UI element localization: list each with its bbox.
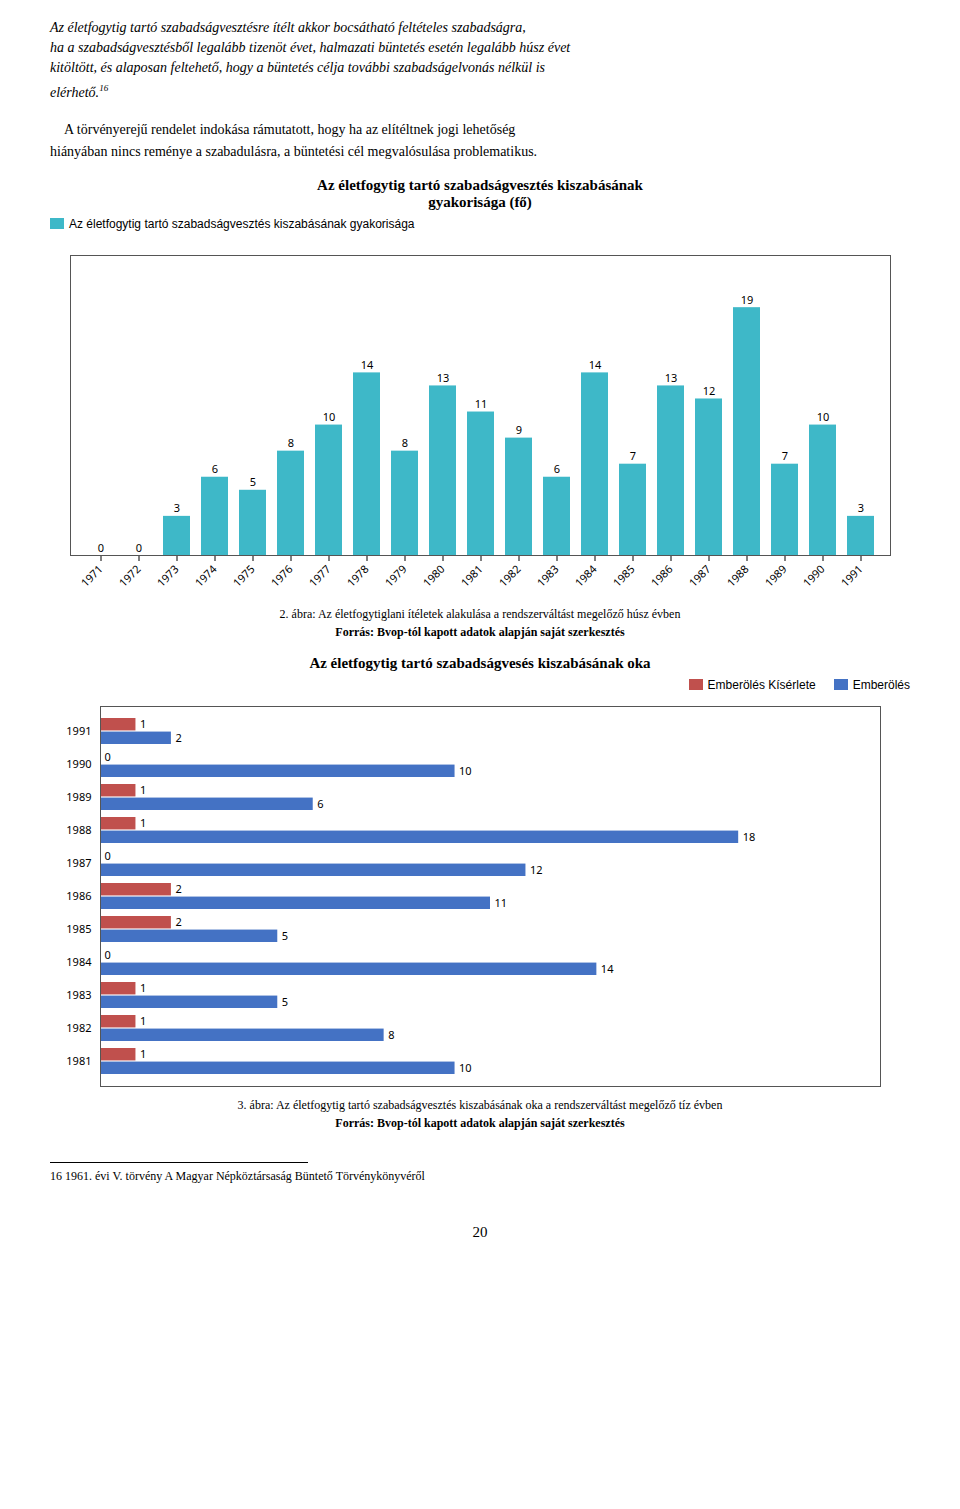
svg-text:13: 13 xyxy=(665,370,678,385)
svg-text:1978: 1978 xyxy=(343,561,371,589)
html-text:kitöltött, és alaposan feltehe: kitöltött, és alaposan feltehető, hogy a… xyxy=(50,60,545,75)
svg-text:1989: 1989 xyxy=(761,561,789,589)
svg-text:5: 5 xyxy=(282,927,288,942)
svg-text:14: 14 xyxy=(589,357,602,372)
svg-text:1: 1 xyxy=(140,782,146,797)
svg-text:1980: 1980 xyxy=(419,561,447,589)
svg-text:11: 11 xyxy=(495,894,508,909)
html-text:20: 20 xyxy=(472,1223,488,1240)
svg-text:1: 1 xyxy=(140,980,146,995)
html-text:Emberölés: Emberölés xyxy=(852,677,910,692)
svg-text:2: 2 xyxy=(175,729,181,744)
html-text:hiányában nincs reménye a szab: hiányában nincs reménye a szabadulásra, … xyxy=(50,143,538,159)
svg-text:10: 10 xyxy=(817,409,830,424)
html-text:elérhető.16: elérhető.16 xyxy=(50,83,109,100)
html-text:3. ábra: Az életfogytig tartó: 3. ábra: Az életfogytig tartó szabadságv… xyxy=(237,1097,723,1112)
svg-text:8: 8 xyxy=(288,435,294,450)
svg-text:9: 9 xyxy=(516,422,522,437)
svg-text:1991: 1991 xyxy=(66,723,91,738)
svg-text:12: 12 xyxy=(703,383,716,398)
svg-text:10: 10 xyxy=(459,1059,472,1074)
svg-text:5: 5 xyxy=(250,474,256,489)
svg-text:6: 6 xyxy=(317,795,323,810)
svg-text:7: 7 xyxy=(782,448,788,463)
svg-text:1985: 1985 xyxy=(609,561,637,589)
svg-text:1982: 1982 xyxy=(495,561,523,589)
html-text:2. ábra: Az életfogytiglani ít: 2. ábra: Az életfogytiglani ítéletek ala… xyxy=(279,606,681,621)
svg-text:13: 13 xyxy=(437,370,450,385)
svg-text:1975: 1975 xyxy=(229,561,257,589)
svg-text:1984: 1984 xyxy=(66,954,92,969)
svg-text:10: 10 xyxy=(323,409,336,424)
svg-text:3: 3 xyxy=(174,500,180,515)
svg-text:1990: 1990 xyxy=(799,561,827,589)
html-text:A törvényerejű rendelet indoká: A törvényerejű rendelet indokása rámutat… xyxy=(50,121,516,137)
svg-text:0: 0 xyxy=(105,947,111,962)
svg-text:1986: 1986 xyxy=(647,561,675,589)
svg-text:8: 8 xyxy=(402,435,408,450)
svg-text:12: 12 xyxy=(530,861,543,876)
html-text:Forrás: Bvop-tól kapott adatok: Forrás: Bvop-tól kapott adatok alapján s… xyxy=(335,1115,625,1130)
html-text:Emberölés Kísérlete: Emberölés Kísérlete xyxy=(707,677,816,692)
svg-text:3: 3 xyxy=(858,500,864,515)
svg-text:1983: 1983 xyxy=(533,561,561,589)
svg-text:0: 0 xyxy=(136,539,142,554)
svg-text:1981: 1981 xyxy=(457,561,485,589)
svg-text:1979: 1979 xyxy=(381,561,409,589)
html-text:ha a szabadságvesztésből legal: ha a szabadságvesztésből legalább tizenö… xyxy=(50,40,571,55)
html-text:16 1961. évi V. törvény A Magy: 16 1961. évi V. törvény A Magyar Népközt… xyxy=(50,1168,425,1183)
svg-text:1988: 1988 xyxy=(66,822,91,837)
svg-text:10: 10 xyxy=(459,762,472,777)
svg-text:18: 18 xyxy=(743,828,756,843)
svg-text:1977: 1977 xyxy=(305,561,333,589)
svg-text:6: 6 xyxy=(554,461,560,476)
svg-text:1981: 1981 xyxy=(66,1053,91,1068)
svg-text:1973: 1973 xyxy=(153,561,181,589)
svg-text:1976: 1976 xyxy=(267,561,295,589)
svg-text:1989: 1989 xyxy=(66,789,91,804)
svg-text:1987: 1987 xyxy=(685,561,713,589)
svg-text:1984: 1984 xyxy=(571,560,600,589)
svg-text:11: 11 xyxy=(475,396,488,411)
html-text:Forrás: Bvop-tól kapott adatok: Forrás: Bvop-tól kapott adatok alapján s… xyxy=(335,624,625,639)
svg-text:14: 14 xyxy=(601,960,614,975)
svg-text:1983: 1983 xyxy=(66,987,91,1002)
svg-text:1: 1 xyxy=(140,815,146,830)
svg-text:0: 0 xyxy=(105,848,111,863)
svg-text:1974: 1974 xyxy=(191,560,220,589)
svg-text:5: 5 xyxy=(282,993,288,1008)
svg-text:0: 0 xyxy=(105,749,111,764)
svg-text:1971: 1971 xyxy=(77,561,105,589)
svg-text:1: 1 xyxy=(140,716,146,731)
svg-text:1982: 1982 xyxy=(66,1020,91,1035)
svg-text:1988: 1988 xyxy=(723,561,751,589)
svg-text:7: 7 xyxy=(630,448,636,463)
svg-text:8: 8 xyxy=(388,1026,394,1041)
svg-text:2: 2 xyxy=(175,914,181,929)
html-text:Az életfogytig tartó szabadság: Az életfogytig tartó szabadságvesés kisz… xyxy=(309,654,651,671)
svg-text:1972: 1972 xyxy=(115,561,143,589)
svg-text:1985: 1985 xyxy=(66,921,91,936)
svg-text:1990: 1990 xyxy=(66,756,91,771)
html-text:Az életfogytig tartó szabadság: Az életfogytig tartó szabadságvesztésre … xyxy=(50,20,526,35)
svg-text:1: 1 xyxy=(140,1013,146,1028)
svg-text:14: 14 xyxy=(361,357,374,372)
svg-text:0: 0 xyxy=(98,539,104,554)
html-text:Az életfogytig tartó szabadság: Az életfogytig tartó szabadságvesztés ki… xyxy=(69,216,415,231)
svg-text:1986: 1986 xyxy=(66,888,91,903)
svg-text:1987: 1987 xyxy=(66,855,91,870)
svg-text:1: 1 xyxy=(140,1046,146,1061)
svg-text:19: 19 xyxy=(741,291,754,306)
svg-text:2: 2 xyxy=(175,881,181,896)
svg-text:1991: 1991 xyxy=(837,561,865,589)
svg-text:6: 6 xyxy=(212,461,218,476)
html-text:Az életfogytig tartó szabadság: Az életfogytig tartó szabadságvesztés ki… xyxy=(317,176,643,210)
